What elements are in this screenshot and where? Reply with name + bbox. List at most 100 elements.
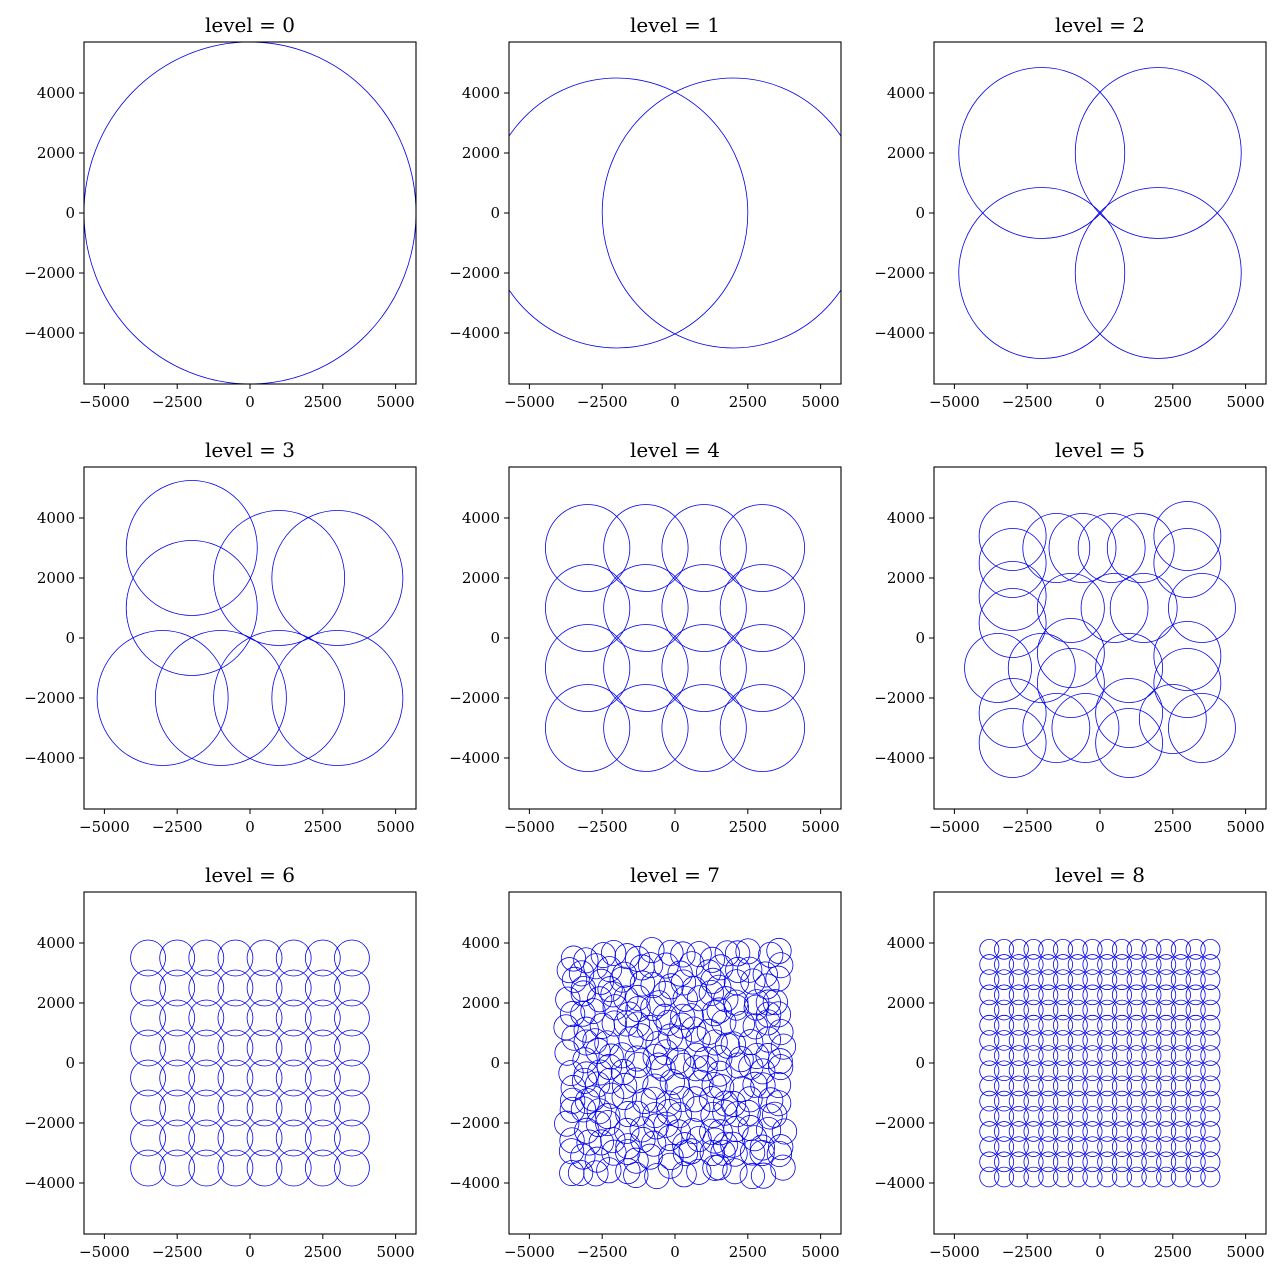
data-circle	[213, 630, 346, 766]
data-circle	[1156, 984, 1177, 1006]
data-circle	[217, 1149, 254, 1187]
data-circle	[719, 684, 805, 772]
data-circle	[712, 1090, 739, 1117]
circle-group	[84, 42, 416, 384]
data-circle	[672, 1132, 698, 1159]
data-circle	[1153, 648, 1222, 718]
data-circle	[958, 187, 1126, 359]
data-circle	[1008, 984, 1029, 1006]
data-circle	[758, 941, 784, 968]
data-circle	[1185, 1014, 1206, 1036]
data-circle	[1038, 954, 1059, 975]
data-circle	[603, 564, 689, 652]
data-circle	[650, 1055, 676, 1082]
panel-level-7: level = 7 −5000 −2500 0 2500 5000 −4000 −2000 0 2…	[449, 863, 842, 1261]
data-circle	[692, 1055, 718, 1082]
data-circle	[1141, 984, 1162, 1006]
data-circle	[1051, 693, 1120, 763]
x-tick-label: 5000	[1227, 393, 1265, 411]
data-circle	[275, 1089, 312, 1127]
data-circle	[1141, 954, 1162, 975]
data-circle	[1082, 1014, 1103, 1036]
data-circle	[275, 1059, 312, 1097]
data-circle	[1008, 999, 1029, 1021]
data-circle	[1067, 999, 1088, 1021]
data-circle	[1170, 1136, 1191, 1157]
data-circle	[1153, 501, 1222, 571]
data-circle	[765, 965, 791, 992]
panel-level-2: level = 2 −5000 −2500 0 2500 5000 −4000 −2000 0 2…	[874, 13, 1267, 411]
data-circle	[1067, 954, 1088, 975]
data-circle	[979, 1121, 1000, 1142]
x-tick-label: 2500	[729, 818, 767, 836]
x-tick-label: 0	[670, 393, 680, 411]
data-circle	[739, 1163, 765, 1190]
data-circle	[979, 984, 1000, 1006]
data-circle	[615, 1101, 641, 1128]
data-circle	[698, 979, 724, 1006]
x-tick-label: 2500	[729, 393, 767, 411]
data-circle	[741, 1125, 768, 1152]
y-tick-label: 0	[65, 1054, 75, 1072]
data-circle	[1200, 938, 1221, 960]
data-circle	[706, 1154, 732, 1181]
data-circle	[701, 1000, 728, 1027]
data-circle	[623, 1161, 649, 1188]
y-tick-label: −2000	[449, 689, 500, 707]
panel-title: level = 3	[205, 438, 295, 462]
data-circle	[1126, 984, 1147, 1006]
data-circle	[1023, 1151, 1044, 1173]
data-circle	[725, 956, 751, 983]
data-circle	[271, 630, 404, 766]
data-circle	[1170, 954, 1191, 975]
data-circle	[729, 1010, 755, 1037]
data-circle	[1156, 1060, 1177, 1082]
data-circle	[610, 1059, 637, 1086]
data-circle	[979, 1136, 1000, 1157]
data-circle	[1141, 1136, 1162, 1157]
panel-level-5: level = 5 −5000 −2500 0 2500 5000 −4000 −2000 0 2…	[874, 438, 1267, 836]
data-circle	[1170, 1090, 1191, 1112]
data-circle	[994, 954, 1015, 975]
data-circle	[1200, 984, 1221, 1006]
data-circle	[217, 999, 254, 1037]
data-circle	[1170, 1166, 1191, 1188]
data-circle	[1141, 1045, 1162, 1066]
data-circle	[1156, 1105, 1177, 1127]
data-circle	[666, 1047, 692, 1074]
data-circle	[130, 1119, 166, 1157]
data-circle	[735, 938, 761, 965]
data-circle	[159, 969, 196, 1007]
data-circle	[545, 504, 631, 592]
data-circle	[1185, 1030, 1206, 1051]
data-circle	[1141, 1075, 1162, 1097]
data-circle	[978, 588, 1047, 658]
data-circle	[762, 1101, 788, 1128]
x-tick-label: −5000	[79, 393, 130, 411]
x-tick-label: −5000	[79, 818, 130, 836]
data-circle	[1200, 1105, 1221, 1127]
data-circle	[1111, 1136, 1132, 1157]
data-circle	[595, 1103, 621, 1130]
data-circle	[334, 1029, 370, 1067]
data-circle	[979, 938, 1000, 960]
data-circle	[1097, 1166, 1118, 1188]
data-circle	[1082, 969, 1103, 990]
y-tick-label: 2000	[887, 144, 925, 162]
data-circle	[585, 1111, 612, 1138]
data-circle	[125, 480, 258, 616]
x-tick-label: −2500	[577, 393, 628, 411]
data-circle	[1156, 954, 1177, 975]
data-circle	[596, 1053, 622, 1080]
data-circle	[1170, 1075, 1191, 1097]
data-circle	[1141, 938, 1162, 960]
data-circle	[561, 966, 588, 993]
y-tick-label: −4000	[449, 749, 500, 767]
axes-frame	[83, 466, 417, 810]
panel-level-0: level = 0 −5000 −2500 0 2500 5000 −4000 −2000 0 2…	[24, 13, 417, 411]
data-circle	[755, 989, 782, 1016]
data-circle	[1022, 513, 1091, 583]
data-circle	[1141, 1090, 1162, 1112]
data-circle	[159, 1059, 196, 1097]
data-circle	[1097, 969, 1118, 990]
